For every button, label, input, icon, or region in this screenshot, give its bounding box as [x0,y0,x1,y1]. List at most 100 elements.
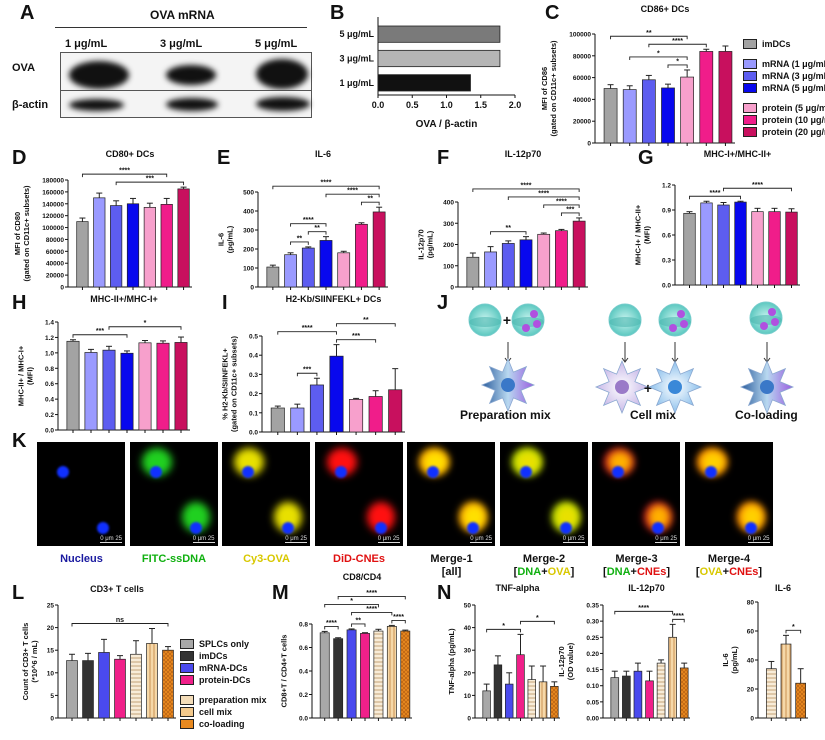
y-axis-label: IL-12p70 [417,229,426,259]
significance-label: * [536,615,539,622]
micrograph: 0 μm 25 [684,442,773,546]
y-tick-label: 5 [50,693,54,700]
significance-label: **** [302,325,313,332]
bar [484,251,497,288]
bar [373,630,384,719]
y-tick-label: 0.4 [249,353,258,360]
bar [734,201,747,286]
panel-label-b: B [330,2,345,24]
scale-bar: 0 μm 25 [100,536,122,543]
x-tick-label: 0.0 [372,100,385,110]
significance-bracket [337,595,406,600]
panel-label-i: I [222,292,228,314]
y-tick-label: 200 [443,242,454,249]
bar [329,355,344,433]
y-tick-label: 20000 [46,273,64,280]
chart-C: 0 20000 40000 60000 80000 100000 MFI of CD86 (g… [540,4,735,148]
legend-item: protein (5 μg/mL) [743,102,825,114]
significance-bracket [71,623,169,627]
legend-item: SPLCs only [180,638,267,650]
significance-bracket [351,611,393,616]
nanoparticle-icon [468,303,502,337]
bar [102,349,116,431]
y-tick-label: 60000 [573,75,591,82]
y-axis-label: (pg/mL) [226,225,235,253]
legend-label: mRNA (5 μg/mL) [762,83,825,93]
bar [555,230,568,288]
bar [751,211,764,286]
y-tick-label: 0.0 [249,430,258,437]
bar [610,677,620,719]
significance-label: *** [96,328,104,335]
bar [98,652,110,719]
bar [768,211,781,286]
y-tick-label: 100 [443,263,454,270]
chart-title: IL-12p70 [628,583,665,593]
y-tick-label: 0.2 [299,692,308,699]
bar [603,88,618,144]
chart-I: 0.0 0.1 0.2 0.3 0.4 0.5 % H2-Kb/SIINFEKL+ (gate… [221,294,405,437]
y-tick-label: 20 [47,625,55,632]
panel-label-j: J [437,292,449,314]
significance-bracket [520,620,555,625]
bar [377,49,501,68]
chart-title: MHC-I+/MHC-II+ [704,149,772,159]
y-axis-label: MHC-II+ / MHC-I+ [17,345,26,406]
y-axis-label: (OD value) [566,642,575,680]
y-tick-label: 0.4 [45,397,54,404]
legend-c: imDCs mRNA (1 μg/mL) mRNA (3 μg/mL) mRNA (5… [743,38,825,138]
bar [622,89,637,144]
y-axis-label: MFI of CD86 [540,67,549,110]
chart-G: 0.0 0.3 0.6 0.9 1.2 MHC-I+ / MHC-II+ (MFI) MHC-… [634,149,800,290]
legend-swatch [743,71,757,81]
channel-label: Merge-3 [DNA+CNEs] [603,553,670,578]
panel-label-c: C [545,2,560,24]
significance-bracket [351,623,366,627]
y-tick-label: 0.6 [45,381,54,388]
y-tick-label: 0.3 [662,258,671,265]
channel-label: Merge-2 [DNA+OVA] [513,553,575,578]
y-axis-label: MFI of CD80 [13,212,22,255]
cargo [680,320,688,328]
y-tick-label: 30 [464,648,472,655]
significance-bracket [115,181,185,186]
micrograph: 0 μm 25 [592,442,680,546]
legend-label: protein (10 μg/mL) [762,115,825,125]
y-tick-label: 80 [747,600,755,607]
legend-item: mRNA-DCs [180,662,267,674]
y-tick-label: 400 [243,209,254,216]
chart-title: CD3+ T cells [90,584,144,594]
bar [266,266,280,288]
bar [162,649,174,719]
y-tick-label: 0.0 [299,716,308,723]
bar [482,690,491,719]
legend-swatch [743,127,757,137]
band [609,317,641,327]
bar [349,399,364,433]
bar [718,51,733,144]
significance-label: ** [314,225,320,232]
bar [290,407,305,433]
bar [372,211,386,288]
bar [114,658,126,719]
nucleus [615,380,629,394]
bar [388,389,403,433]
bar [785,211,798,286]
legend-swatch [180,639,194,649]
significance-bracket [290,241,309,245]
significance-bracket [560,212,580,216]
significance-label: * [502,623,505,630]
category-label: 5 μg/mL [339,29,374,39]
bar [717,204,730,286]
scale-bar: 0 μm 25 [285,536,307,543]
y-tick-label: 1.4 [45,320,54,327]
channel-label: Cy3-OVA [243,553,290,565]
panel-label-h: H [12,292,27,314]
bar [633,670,643,719]
chart-L: 0 5 10 15 20 25 Count of CD3+ T cells (*10^6 / … [21,584,176,723]
legend-item: preparation mix [180,694,267,706]
y-axis-label: MHC-I+ / MHC-II+ [634,204,643,265]
y-tick-label: 0.30 [586,619,599,626]
diagram-label: Preparation mix [460,408,551,422]
